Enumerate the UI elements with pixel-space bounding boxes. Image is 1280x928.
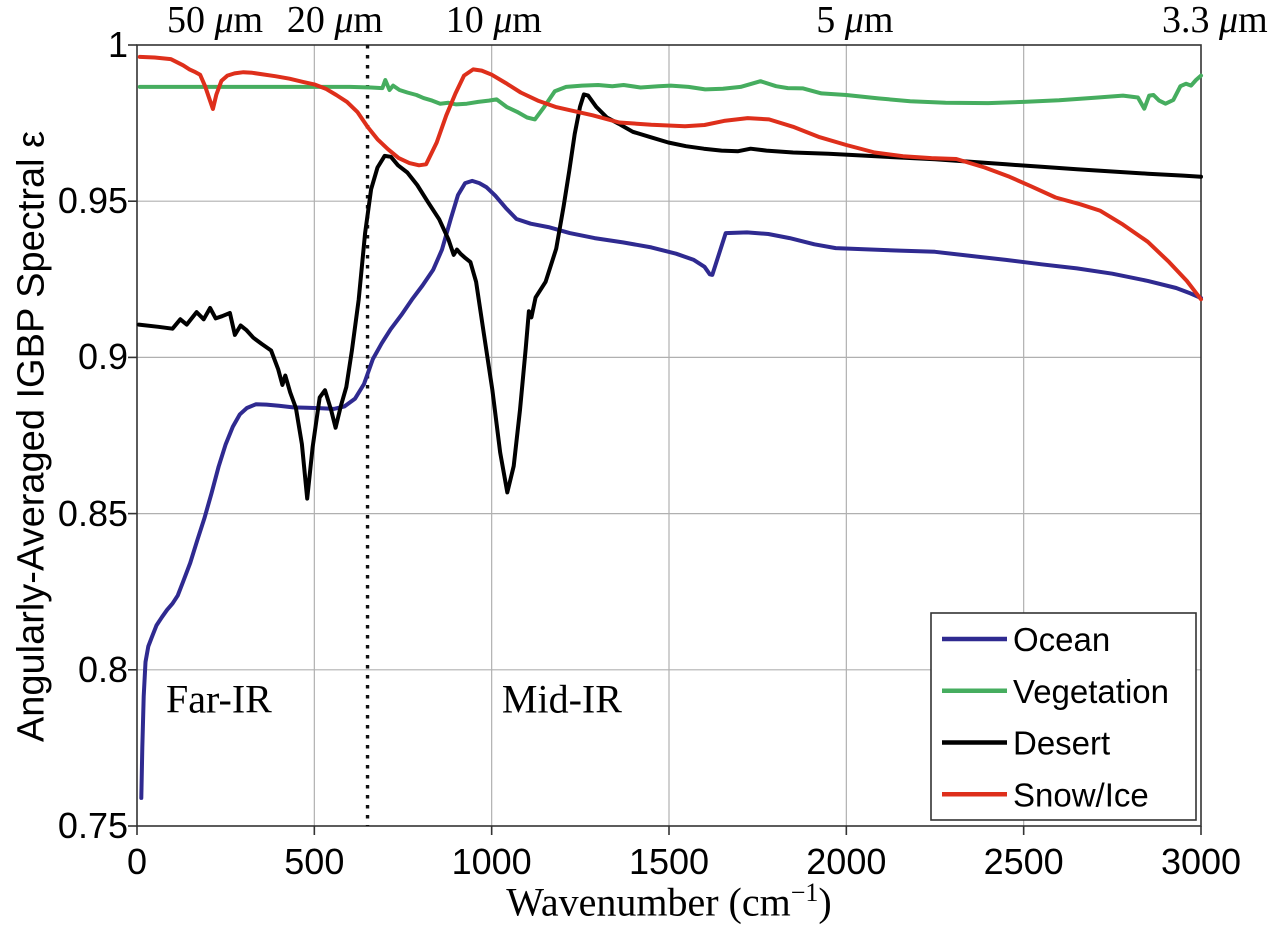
y-tick-label: 0.75 — [57, 805, 128, 846]
curve-vegetation — [137, 73, 1203, 122]
x-axis-label-close: ) — [818, 879, 832, 925]
legend-label-desert: Desert — [1013, 725, 1110, 762]
x-tick-label: 3000 — [1160, 841, 1242, 882]
top-axis-wavelength-label: 10 μm — [445, 0, 542, 41]
legend-label-snow-ice: Snow/Ice — [1013, 776, 1149, 813]
mu-symbol: μ — [334, 0, 354, 41]
y-axis-label: Angularly-Averaged IGBP Spectral ε — [10, 130, 53, 743]
top-axis-wavelength-label: 50 μm — [166, 0, 264, 41]
x-tick-label: 0 — [126, 841, 148, 882]
x-axis-label: Wavenumber (cm−1) — [137, 878, 1201, 925]
x-tick-label: 2000 — [806, 841, 887, 882]
curve-ocean — [139, 178, 1203, 800]
y-tick-label: 0.9 — [77, 336, 128, 378]
x-tick-label: 500 — [284, 841, 345, 882]
x-tick-label: 1500 — [628, 841, 710, 882]
y-tick-label: 0.8 — [77, 648, 128, 690]
curve-desert — [136, 92, 1203, 501]
annotation-far-ir: Far-IR — [166, 676, 272, 722]
top-axis-wavelength-label: 20 μm — [286, 0, 383, 41]
annotation-mid-ir: Mid-IR — [501, 676, 622, 722]
x-axis-label-exponent: −1 — [790, 878, 819, 907]
legend-label-vegetation: Vegetation — [1013, 673, 1169, 710]
y-tick-label: 1 — [107, 24, 128, 65]
curve-snow-ice — [137, 54, 1203, 302]
mu-symbol: μ — [214, 0, 234, 41]
mu-symbol: μ — [493, 0, 513, 41]
x-tick-label: 2500 — [983, 841, 1064, 882]
y-tick-label: 0.85 — [57, 492, 128, 534]
top-axis-wavelength-label: 5 μm — [816, 0, 894, 41]
x-tick-label: 1000 — [451, 841, 532, 882]
top-axis-wavelength-label: 3.3 μm — [1162, 0, 1268, 41]
legend-label-ocean: Ocean — [1013, 621, 1110, 658]
legend-box — [930, 612, 1197, 821]
mu-symbol: μ — [1219, 0, 1239, 41]
mu-symbol: μ — [844, 0, 864, 41]
y-tick-label: 0.95 — [57, 180, 128, 222]
x-axis-label-text: Wavenumber (cm — [506, 879, 791, 925]
